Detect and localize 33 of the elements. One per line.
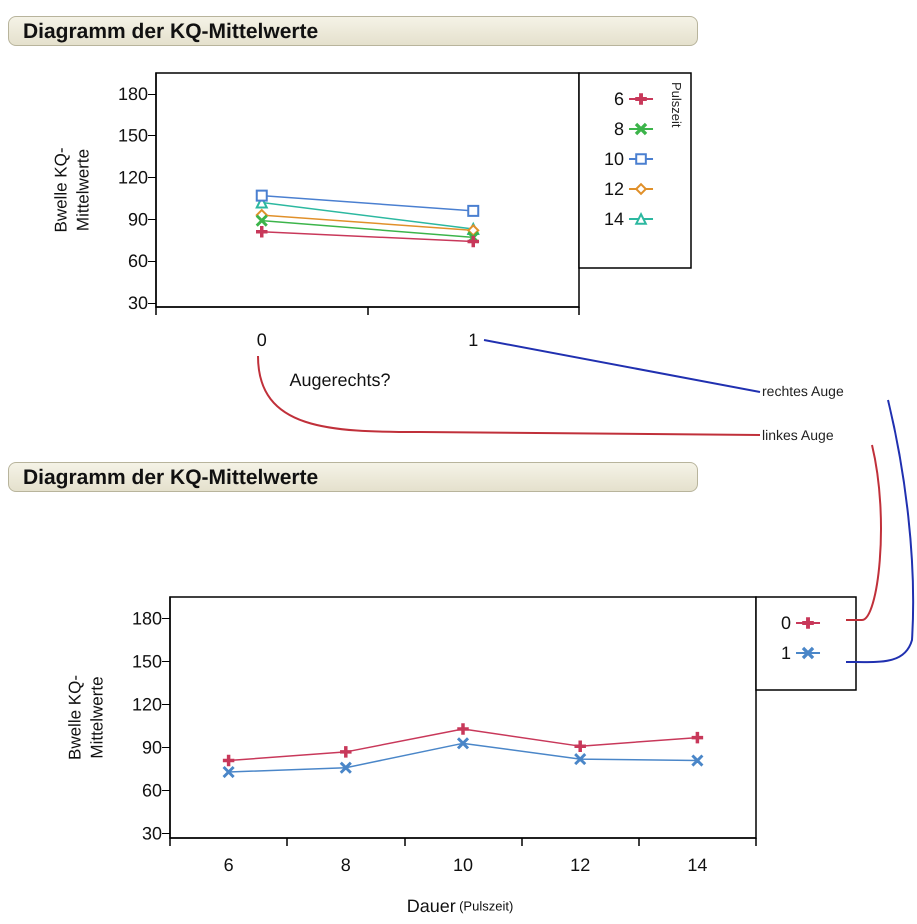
x-tick-label: 8 (340, 855, 351, 875)
legend-title: Pulszeit (669, 82, 684, 128)
legend-label: 12 (604, 179, 624, 199)
x-axis-title: Augerechts? (289, 370, 391, 390)
y-tick-label: 60 (128, 251, 148, 272)
legend-label: 6 (614, 89, 624, 109)
y-tick-label: 150 (132, 652, 162, 672)
y-tick-label: 150 (118, 126, 148, 146)
y-tick-label: 180 (132, 608, 162, 629)
y-tick-label: 30 (128, 292, 148, 313)
legend-label: 14 (604, 209, 624, 229)
y-tick-label: 30 (142, 824, 162, 844)
text: linkes Auge (762, 427, 834, 443)
y-tick-label: 60 (142, 780, 162, 801)
chart-title: Diagramm der KQ-Mittelwerte (8, 16, 698, 46)
legend-label: 8 (614, 119, 624, 139)
y-tick-label: 120 (132, 694, 162, 715)
y-axis-title: Bwelle KQ-Mittelwerte (52, 147, 92, 233)
x-tick-label: 6 (224, 855, 234, 875)
legend-label: 0 (780, 613, 792, 633)
y-tick-label: 90 (142, 738, 162, 758)
y-tick-label: 120 (118, 167, 148, 188)
legend-label: 1 (780, 643, 792, 663)
x-tick-label: 14 (687, 855, 708, 875)
legend-label: 10 (604, 149, 624, 169)
x-axis-title: Dauer (Pulszeit) (406, 896, 514, 916)
y-tick-label: 180 (118, 84, 148, 104)
x-tick-label: 12 (570, 855, 590, 875)
x-tick-label: 10 (452, 855, 474, 875)
text: rechtes Auge (762, 383, 844, 399)
y-axis-title: Bwelle KQ-Mittelwerte (66, 674, 106, 760)
chart-title: Diagramm der KQ-Mittelwerte (8, 462, 698, 492)
y-tick-label: 90 (128, 209, 148, 230)
